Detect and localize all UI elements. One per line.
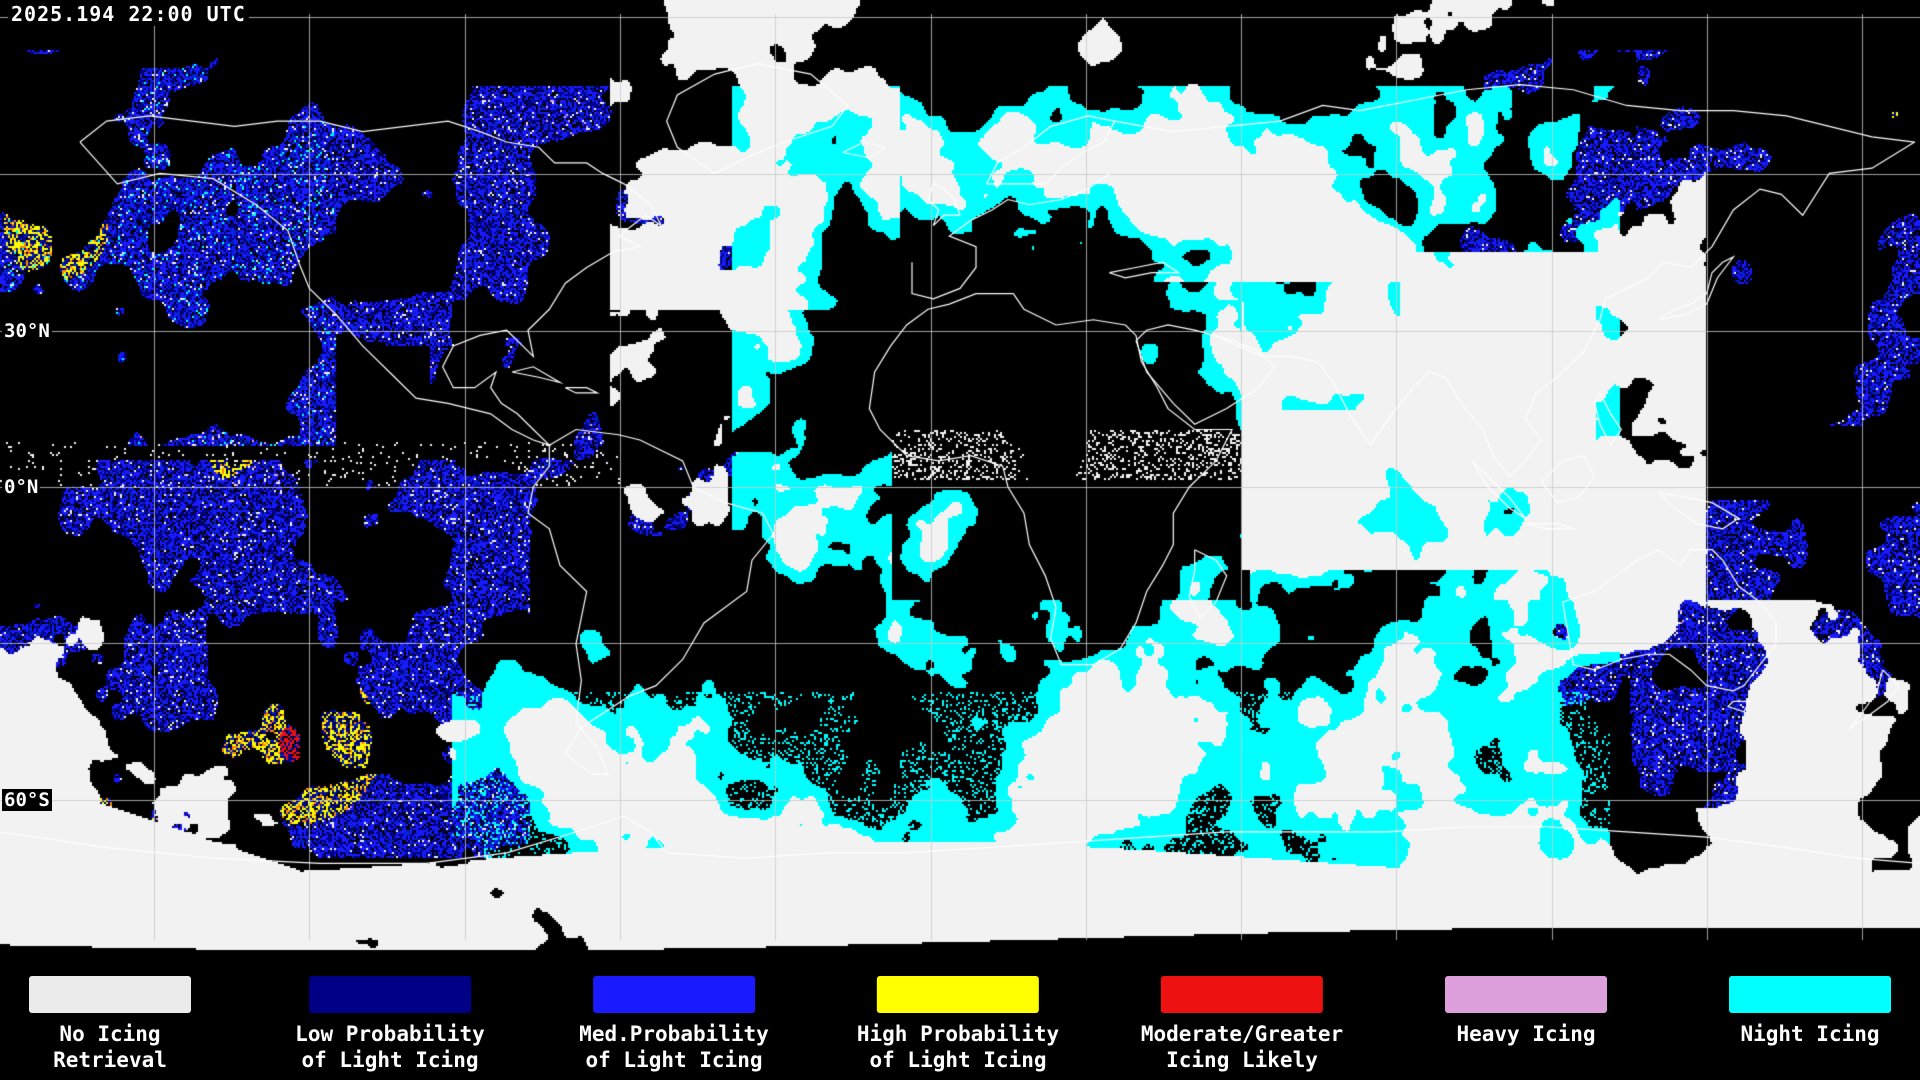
legend-item-high-probability: High Probability of Light Icing [857, 976, 1059, 1073]
no-icing-swatch [29, 976, 191, 1013]
legend-label-line: No Icing [59, 1022, 161, 1046]
world-satellite-icing-map-canvas [0, 0, 1920, 967]
legend-label-line: Icing Likely [1166, 1048, 1318, 1072]
night-icing-swatch [1729, 976, 1891, 1013]
legend-item-med-probability: Med.Probability of Light Icing [579, 976, 769, 1073]
latitude-label-60s: 60°S [2, 789, 52, 811]
legend-label-line: Heavy Icing [1456, 1022, 1596, 1046]
legend-item-night-icing: Night Icing [1729, 976, 1891, 1047]
low-probability-swatch [309, 976, 471, 1013]
legend-item-moderate-greater: Moderate/Greater Icing Likely [1141, 976, 1343, 1073]
high-probability-swatch [876, 976, 1039, 1013]
timestamp-label: 2025.194 22:00 UTC [8, 2, 249, 26]
legend-label-line: of Light Icing [585, 1048, 763, 1072]
med-probability-swatch [593, 976, 755, 1013]
legend-label-line: High Probability [856, 1022, 1060, 1046]
legend-label-line: Low Probability [295, 1022, 485, 1046]
latitude-label-30n: 30°N [2, 320, 52, 342]
legend-label-line: Retrieval [53, 1048, 167, 1072]
legend-item-heavy-icing: Heavy Icing [1445, 976, 1607, 1047]
latitude-label-0n: 0°N [2, 476, 41, 498]
heavy-icing-swatch [1445, 976, 1607, 1013]
legend-label-line: Med.Probability [579, 1022, 769, 1046]
moderate-greater-swatch [1160, 976, 1323, 1013]
legend-label-line: of Light Icing [869, 1048, 1047, 1072]
legend-bar: No Icing Retrieval Low Probability of Li… [0, 967, 1920, 1080]
legend-label-line: of Light Icing [301, 1048, 479, 1072]
legend-item-low-probability: Low Probability of Light Icing [295, 976, 485, 1073]
legend-item-no-icing: No Icing Retrieval [29, 976, 191, 1073]
legend-label-line: Night Icing [1740, 1022, 1880, 1046]
legend-label-line: Moderate/Greater [1140, 1022, 1344, 1046]
